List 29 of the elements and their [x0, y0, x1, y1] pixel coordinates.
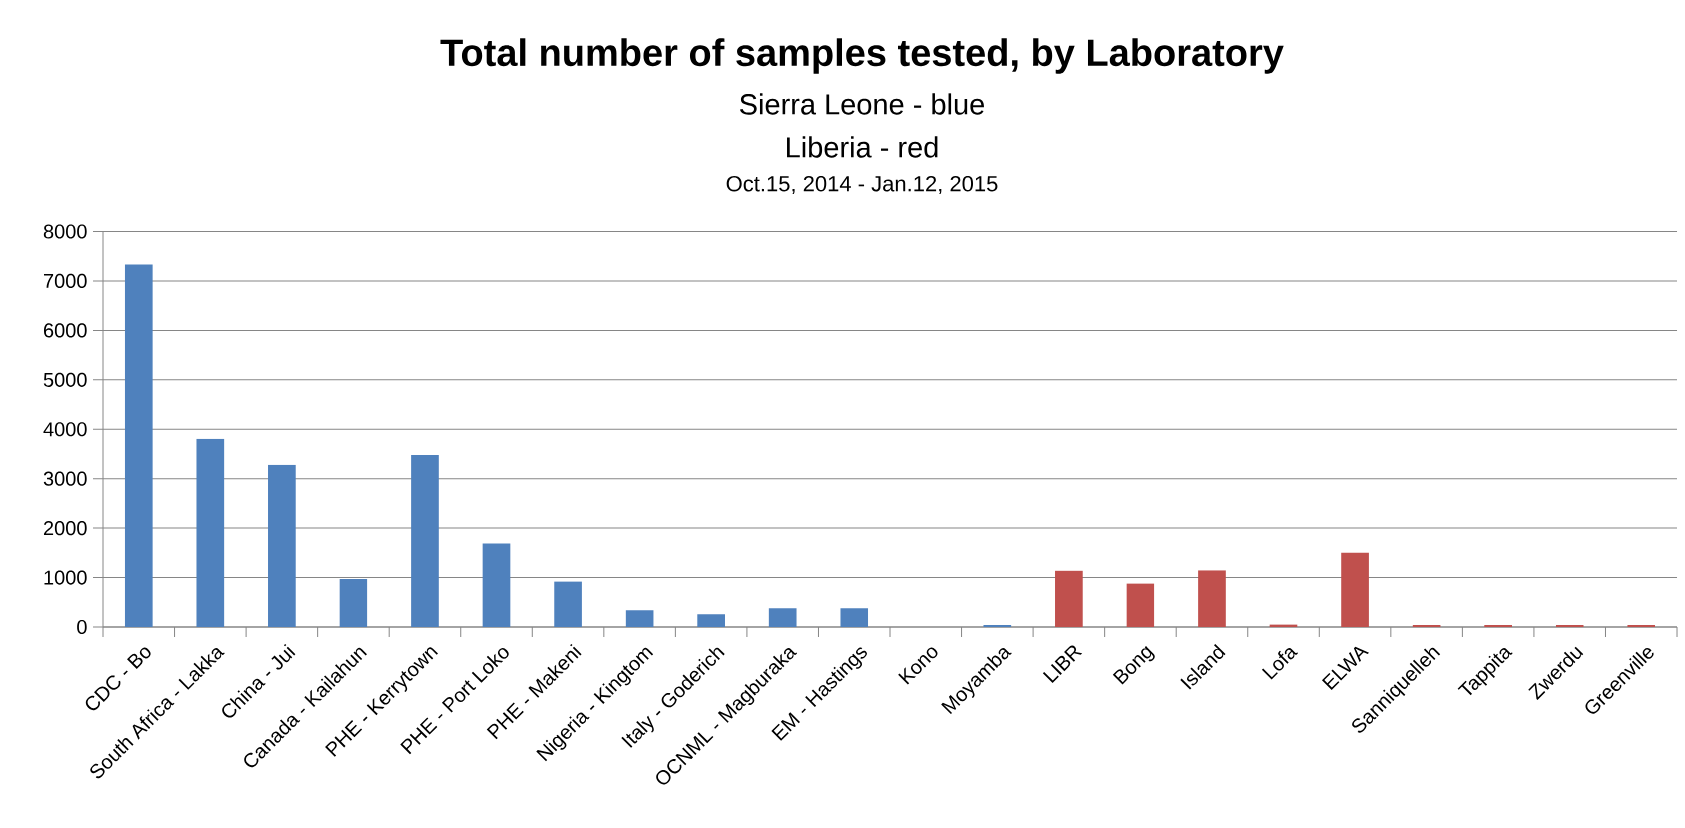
chart-subtitle: Sierra Leone - blue: [740, 93, 984, 115]
bar: [625, 610, 654, 627]
y-tick-label: 8000: [43, 224, 87, 239]
bar: [1341, 552, 1369, 627]
y-tick-label: 1000: [44, 570, 87, 585]
bar: [768, 608, 797, 627]
text: Oct.15, 2014 - Jan.12, 2015: [726, 175, 998, 195]
y-tick-label: 3000: [43, 471, 87, 486]
bar: [482, 543, 511, 627]
x-tick-label: Lofa: [1261, 648, 1298, 680]
chart-title: Total number of samples tested, by Laboratory: [440, 38, 1284, 74]
y-tick-label: 2000: [43, 521, 87, 536]
y-tick-label: 5000: [43, 372, 87, 387]
y-tick-label: 0: [77, 619, 87, 635]
bar: [268, 464, 296, 627]
bar: [196, 438, 225, 627]
y-tick-label: 7000: [44, 273, 87, 289]
bar: [1126, 583, 1155, 627]
y-tick-label: 4000: [43, 422, 87, 437]
bar: [1055, 570, 1083, 627]
bar: [1198, 570, 1226, 627]
bar: [339, 579, 368, 627]
y-tick-label: 6000: [44, 323, 87, 338]
bar: [554, 581, 582, 627]
text: Liberia - red: [787, 136, 938, 158]
bar: [411, 454, 439, 627]
bar: [124, 264, 153, 627]
bar: [840, 608, 869, 627]
bar: [697, 614, 725, 627]
